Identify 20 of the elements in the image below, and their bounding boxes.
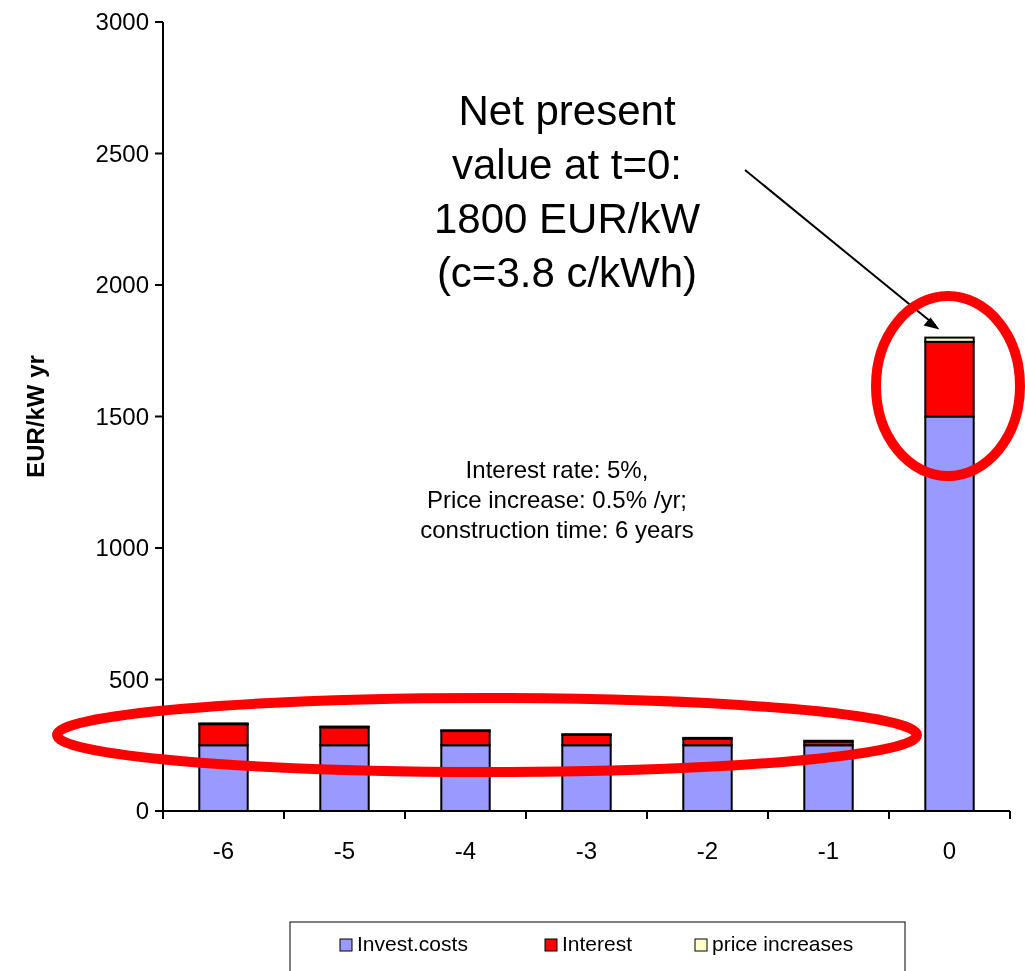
y-tick-label: 2500 xyxy=(95,139,149,167)
x-tick-label: 0 xyxy=(942,837,957,864)
y-axis-title: EUR/kW yr xyxy=(22,355,49,478)
legend-label: Invest.costs xyxy=(357,932,468,955)
x-tick-label: -6 xyxy=(212,837,235,864)
y-tick-label: 2000 xyxy=(95,271,149,299)
legend-label: Interest xyxy=(562,932,633,955)
legend-label: price increases xyxy=(712,932,854,955)
y-tick-label: 500 xyxy=(108,665,149,693)
x-tick-label: -4 xyxy=(454,837,477,864)
annotation: Interest rate: 5%, Price increase: 0.5% /yr; construction time: 6 years xyxy=(420,456,694,543)
x-tick-label: -3 xyxy=(575,837,598,864)
y-tick-label: 0 xyxy=(135,797,149,825)
y-tick-label: 1000 xyxy=(95,534,149,562)
y-tick-label: 1500 xyxy=(95,402,149,430)
x-tick-label: -2 xyxy=(696,837,719,864)
y-tick-label: 3000 xyxy=(95,8,149,36)
x-tick-label: -5 xyxy=(333,837,356,864)
x-tick-label: -1 xyxy=(817,837,840,864)
annotation: Net present value at t=0: 1800 EUR/kW (c=3.8 c/kWh) xyxy=(433,87,701,296)
